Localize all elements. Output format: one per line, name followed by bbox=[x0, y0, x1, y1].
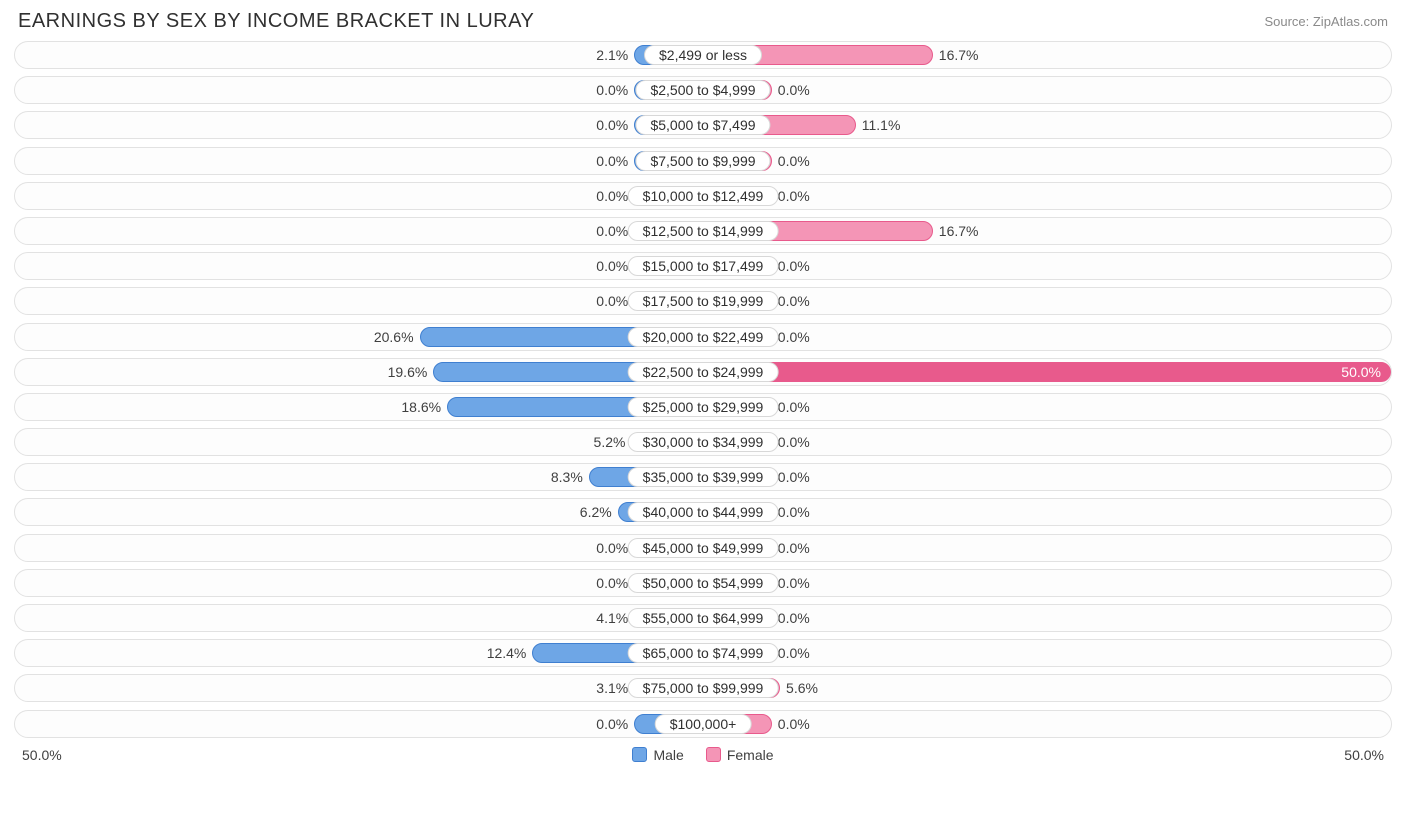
bracket-label: $25,000 to $29,999 bbox=[628, 397, 779, 417]
chart-row: 12.4% 0.0%$65,000 to $74,999 bbox=[14, 639, 1392, 667]
bracket-label: $55,000 to $64,999 bbox=[628, 608, 779, 628]
female-value: 0.0% bbox=[778, 469, 810, 485]
male-value: 0.0% bbox=[596, 540, 628, 556]
female-value: 0.0% bbox=[778, 540, 810, 556]
male-value: 0.0% bbox=[596, 153, 628, 169]
chart-row: 4.1% 0.0%$55,000 to $64,999 bbox=[14, 604, 1392, 632]
legend-male-label: Male bbox=[653, 747, 683, 763]
female-value: 11.1% bbox=[862, 117, 901, 133]
female-value: 50.0% bbox=[1341, 364, 1381, 380]
bracket-label: $2,499 or less bbox=[644, 45, 762, 65]
chart-row: 8.3% 0.0%$35,000 to $39,999 bbox=[14, 463, 1392, 491]
female-value: 0.0% bbox=[778, 645, 810, 661]
female-value: 0.0% bbox=[778, 504, 810, 520]
bracket-label: $15,000 to $17,499 bbox=[628, 256, 779, 276]
chart-row: 19.6% 50.0% $22,500 to $24,999 bbox=[14, 358, 1392, 386]
male-value: 2.1% bbox=[596, 47, 628, 63]
male-value: 6.2% bbox=[580, 504, 612, 520]
bracket-label: $2,500 to $4,999 bbox=[635, 80, 770, 100]
male-value: 0.0% bbox=[596, 258, 628, 274]
axis-right-max: 50.0% bbox=[1344, 747, 1384, 763]
male-value: 8.3% bbox=[551, 469, 583, 485]
male-value: 0.0% bbox=[596, 223, 628, 239]
female-value: 0.0% bbox=[778, 575, 810, 591]
female-value: 16.7% bbox=[939, 223, 979, 239]
male-value: 0.0% bbox=[596, 293, 628, 309]
bracket-label: $50,000 to $54,999 bbox=[628, 573, 779, 593]
chart-row: 0.0% 11.1% $5,000 to $7,499 bbox=[14, 111, 1392, 139]
chart-row: 0.0% 16.7% $12,500 to $14,999 bbox=[14, 217, 1392, 245]
chart-row: 18.6% 0.0%$25,000 to $29,999 bbox=[14, 393, 1392, 421]
male-value: 18.6% bbox=[401, 399, 441, 415]
legend-female-label: Female bbox=[727, 747, 774, 763]
bracket-label: $100,000+ bbox=[655, 714, 752, 734]
chart-row: 0.0% 0.0% $100,000+ bbox=[14, 710, 1392, 738]
female-value: 0.0% bbox=[778, 188, 810, 204]
bracket-label: $7,500 to $9,999 bbox=[635, 151, 770, 171]
bracket-label: $75,000 to $99,999 bbox=[628, 678, 779, 698]
female-value: 0.0% bbox=[778, 258, 810, 274]
male-value: 20.6% bbox=[374, 329, 414, 345]
bracket-label: $12,500 to $14,999 bbox=[628, 221, 779, 241]
axis-left-max: 50.0% bbox=[22, 747, 62, 763]
bracket-label: $5,000 to $7,499 bbox=[635, 115, 770, 135]
male-value: 0.0% bbox=[596, 716, 628, 732]
male-value: 0.0% bbox=[596, 188, 628, 204]
male-value: 0.0% bbox=[596, 575, 628, 591]
bracket-label: $22,500 to $24,999 bbox=[628, 362, 779, 382]
chart-row: 0.0% 0.0%$15,000 to $17,499 bbox=[14, 252, 1392, 280]
chart-title: EARNINGS BY SEX BY INCOME BRACKET IN LUR… bbox=[18, 10, 534, 33]
male-value: 0.0% bbox=[596, 117, 628, 133]
female-value: 16.7% bbox=[939, 47, 979, 63]
chart-row: 0.0% 0.0%$17,500 to $19,999 bbox=[14, 287, 1392, 315]
bracket-label: $10,000 to $12,499 bbox=[628, 186, 779, 206]
bracket-label: $17,500 to $19,999 bbox=[628, 291, 779, 311]
chart-footer: 50.0% Male Female 50.0% bbox=[0, 745, 1406, 763]
female-value: 0.0% bbox=[778, 153, 810, 169]
female-value: 0.0% bbox=[778, 610, 810, 626]
male-value: 4.1% bbox=[596, 610, 628, 626]
bracket-label: $45,000 to $49,999 bbox=[628, 538, 779, 558]
female-value: 0.0% bbox=[778, 399, 810, 415]
chart-row: 5.2% 0.0%$30,000 to $34,999 bbox=[14, 428, 1392, 456]
chart-row: 0.0% 0.0%$45,000 to $49,999 bbox=[14, 534, 1392, 562]
male-value: 12.4% bbox=[487, 645, 527, 661]
chart-row: 0.0% 0.0%$50,000 to $54,999 bbox=[14, 569, 1392, 597]
female-value: 0.0% bbox=[778, 329, 810, 345]
chart-row: 20.6% 0.0%$20,000 to $22,499 bbox=[14, 323, 1392, 351]
female-bar bbox=[703, 362, 1391, 382]
chart-row: 0.0% 0.0% $7,500 to $9,999 bbox=[14, 147, 1392, 175]
male-value: 5.2% bbox=[594, 434, 626, 450]
chart-source: Source: ZipAtlas.com bbox=[1264, 14, 1388, 29]
chart-header: EARNINGS BY SEX BY INCOME BRACKET IN LUR… bbox=[0, 0, 1406, 39]
legend-female: Female bbox=[706, 747, 774, 763]
male-value: 19.6% bbox=[388, 364, 428, 380]
female-value: 0.0% bbox=[778, 716, 810, 732]
legend-male: Male bbox=[632, 747, 683, 763]
chart-area: 2.1% 16.7% $2,499 or less 0.0% 0.0% $2,500 to… bbox=[0, 39, 1406, 738]
female-value: 0.0% bbox=[778, 434, 810, 450]
bracket-label: $40,000 to $44,999 bbox=[628, 502, 779, 522]
legend: Male Female bbox=[632, 747, 773, 763]
female-value: 0.0% bbox=[778, 293, 810, 309]
male-value: 0.0% bbox=[596, 82, 628, 98]
bracket-label: $35,000 to $39,999 bbox=[628, 467, 779, 487]
bracket-label: $30,000 to $34,999 bbox=[628, 432, 779, 452]
bracket-label: $20,000 to $22,499 bbox=[628, 327, 779, 347]
chart-row: 3.1% 5.6% $75,000 to $99,999 bbox=[14, 674, 1392, 702]
chart-row: 6.2% 0.0%$40,000 to $44,999 bbox=[14, 498, 1392, 526]
chart-row: 0.0% 0.0% $2,500 to $4,999 bbox=[14, 76, 1392, 104]
female-value: 5.6% bbox=[786, 680, 818, 696]
male-value: 3.1% bbox=[596, 680, 628, 696]
male-swatch-icon bbox=[632, 747, 647, 762]
female-value: 0.0% bbox=[778, 82, 810, 98]
chart-row: 2.1% 16.7% $2,499 or less bbox=[14, 41, 1392, 69]
bracket-label: $65,000 to $74,999 bbox=[628, 643, 779, 663]
female-swatch-icon bbox=[706, 747, 721, 762]
chart-row: 0.0% 0.0%$10,000 to $12,499 bbox=[14, 182, 1392, 210]
